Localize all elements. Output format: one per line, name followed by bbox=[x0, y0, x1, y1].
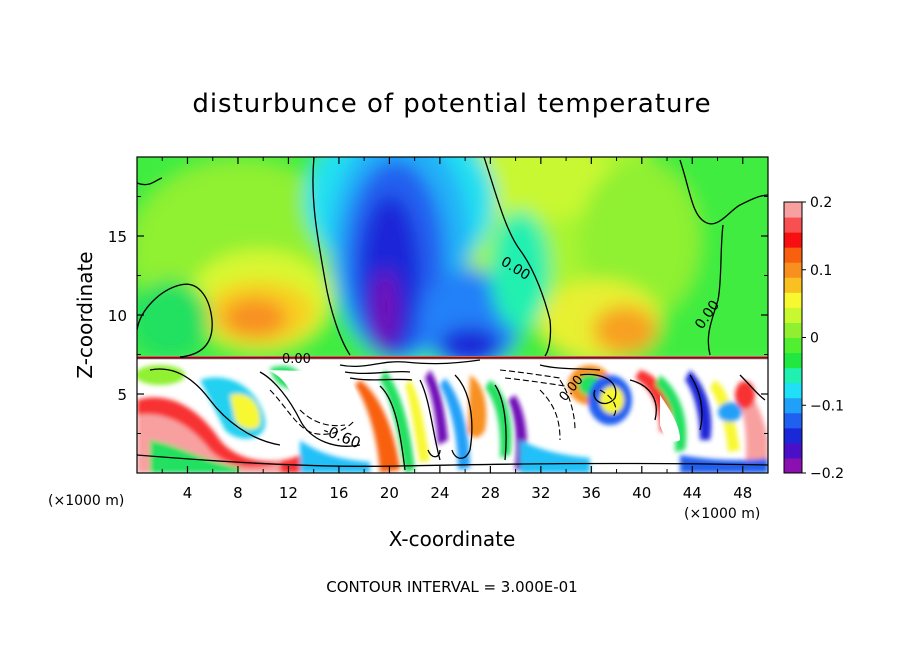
colorbar-swatch bbox=[784, 232, 802, 248]
colorbar-swatch bbox=[784, 382, 802, 399]
colorbar-swatch bbox=[784, 337, 802, 354]
x-tick-label: 24 bbox=[430, 484, 449, 502]
x-tick-label: 16 bbox=[329, 484, 348, 502]
y-axis: 5 10 15 bbox=[108, 196, 768, 434]
y-tick-label: 15 bbox=[108, 228, 127, 246]
colorbar-swatch bbox=[784, 292, 802, 308]
colorbar-swatch bbox=[784, 262, 802, 278]
y-tick-label: 5 bbox=[117, 386, 127, 404]
x-tick-label: 12 bbox=[279, 484, 298, 502]
y-axis-label: Z-coordinate bbox=[73, 251, 97, 378]
colorbar-swatch bbox=[784, 397, 802, 414]
lower-field bbox=[137, 360, 768, 473]
colorbar-swatch bbox=[784, 322, 802, 338]
x-tick-label: 36 bbox=[582, 484, 601, 502]
colorbar-swatch bbox=[784, 307, 802, 323]
colorbar-tick-label: 0 bbox=[810, 331, 819, 347]
colorbar-swatch bbox=[784, 277, 802, 293]
x-tick-label: 20 bbox=[380, 484, 399, 502]
x-tick-label: 8 bbox=[233, 484, 243, 502]
x-tick-label: 44 bbox=[683, 484, 702, 502]
x-unit-label-left: (×1000 m) bbox=[48, 493, 124, 509]
colorbar-swatch bbox=[784, 247, 802, 263]
x-axis-label: X-coordinate bbox=[389, 527, 516, 551]
colorbar-swatch bbox=[784, 412, 802, 429]
colorbar-swatch bbox=[784, 457, 802, 474]
colorbar: 0.2 0.1 0 −0.1 −0.2 bbox=[783, 195, 844, 482]
x-tick-label: 32 bbox=[531, 484, 550, 502]
chart-title: disturbunce of potential temperature bbox=[192, 89, 711, 119]
contour-label: 0.00 bbox=[282, 352, 311, 367]
colorbar-tick-label: −0.1 bbox=[810, 398, 844, 414]
colorbar-tick-label: 0.2 bbox=[810, 195, 832, 211]
colorbar-swatch bbox=[784, 217, 802, 233]
contour-lines bbox=[137, 157, 768, 471]
x-tick-label: 40 bbox=[632, 484, 651, 502]
colorbar-swatch bbox=[784, 442, 802, 459]
x-tick-label: 28 bbox=[481, 484, 500, 502]
colorbar-tick-label: −0.2 bbox=[810, 466, 844, 482]
colorbar-swatch bbox=[784, 202, 802, 218]
x-axis: 4 8 12 16 20 24 28 32 36 40 44 48 bbox=[161, 157, 752, 502]
contour-interval-text: CONTOUR INTERVAL = 3.000E-01 bbox=[326, 578, 577, 596]
colorbar-swatch bbox=[784, 427, 802, 444]
colorbar-tick-label: 0.1 bbox=[810, 263, 832, 279]
x-tick-label: 48 bbox=[733, 484, 752, 502]
x-tick-label: 4 bbox=[183, 484, 193, 502]
upper-field bbox=[137, 157, 768, 370]
dashed-contours bbox=[269, 369, 617, 441]
colorbar-swatch bbox=[784, 352, 802, 369]
y-tick-label: 10 bbox=[108, 307, 127, 325]
plot-area: 0.00 0.00 0.00 0.00 -0.60 bbox=[137, 157, 768, 473]
colorbar-swatch bbox=[784, 367, 802, 384]
x-unit-label-right: (×1000 m) bbox=[684, 506, 760, 522]
